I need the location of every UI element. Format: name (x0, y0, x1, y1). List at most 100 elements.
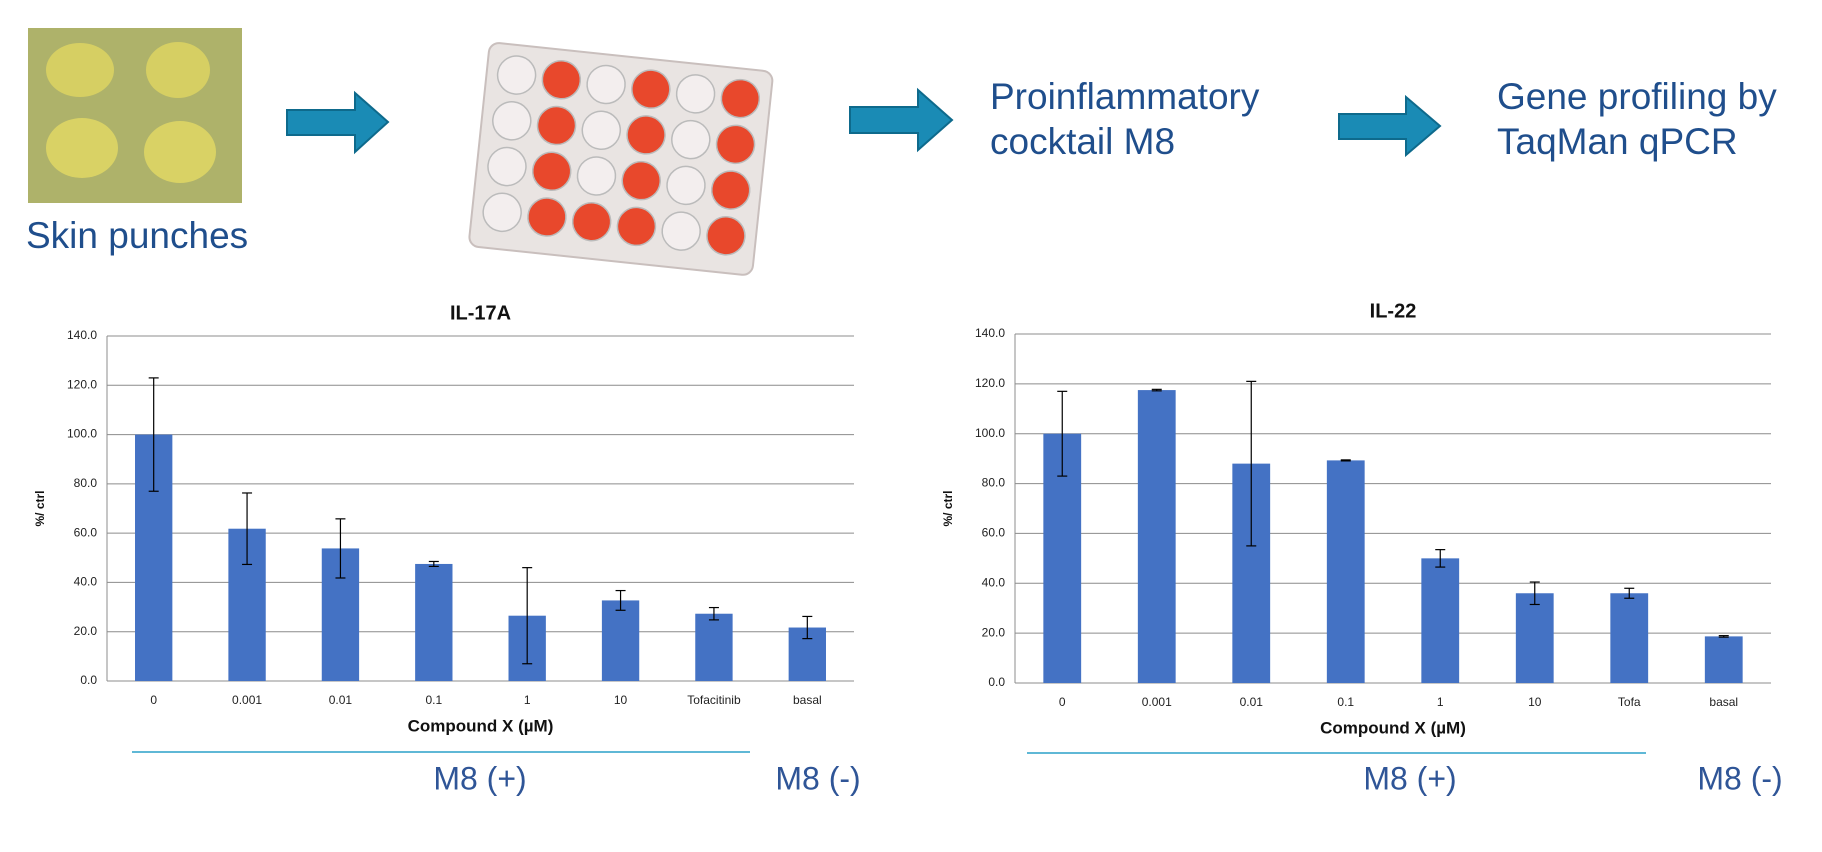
y-tick-label: 80.0 (74, 476, 98, 490)
x-tick-label: 0 (150, 693, 157, 707)
y-tick-label: 20.0 (982, 625, 1006, 639)
x-tick-label: 0.001 (1142, 695, 1172, 709)
well (536, 105, 577, 146)
error-bar (1151, 388, 1162, 392)
well (571, 201, 612, 242)
x-tick-label: 0.1 (1337, 695, 1354, 709)
error-bar (1718, 635, 1729, 638)
skin-punch-image (28, 28, 242, 203)
x-axis-label: Compound X (µM) (1320, 718, 1466, 737)
bar (601, 600, 640, 681)
well (487, 146, 527, 187)
error-bar (1340, 459, 1351, 462)
bar (1515, 593, 1554, 683)
chart-title: IL-22 (1370, 300, 1417, 322)
well (675, 74, 716, 114)
x-tick-label: basal (793, 693, 822, 707)
chart-title: IL-17A (450, 302, 511, 324)
y-tick-label: 120.0 (975, 376, 1005, 390)
y-tick-label: 140.0 (67, 328, 97, 342)
arrow (849, 87, 954, 153)
well (492, 101, 532, 141)
bar (695, 613, 733, 681)
y-tick-label: 60.0 (74, 525, 98, 539)
well (531, 151, 572, 192)
x-tick-label: 1 (1437, 695, 1444, 709)
well (576, 156, 617, 196)
error-bar (1435, 549, 1446, 568)
x-tick-label: 0.1 (425, 693, 442, 707)
y-tick-label: 60.0 (982, 526, 1006, 540)
y-tick-label: 100.0 (975, 426, 1005, 440)
arrow (286, 90, 390, 155)
well (706, 216, 746, 256)
y-tick-label: 100.0 (67, 427, 97, 441)
y-tick-label: 140.0 (975, 326, 1005, 340)
y-axis-label: %/ ctrl (941, 490, 955, 526)
error-bar (802, 615, 813, 640)
group-label: M8 (-) (1697, 760, 1782, 796)
flow-label: cocktail M8 (990, 121, 1175, 162)
error-bar (1246, 380, 1257, 547)
x-tick-label: 0.001 (232, 693, 262, 707)
bar (1610, 593, 1649, 683)
error-bar (1529, 581, 1540, 606)
error-bar (242, 492, 253, 566)
error-bar (335, 518, 346, 579)
group-label: M8 (+) (433, 760, 526, 796)
bar (1326, 460, 1365, 683)
well (616, 206, 657, 247)
x-tick-label: 10 (614, 693, 628, 707)
well (541, 60, 582, 100)
well (482, 192, 522, 233)
arrow (1338, 94, 1442, 158)
y-tick-label: 40.0 (982, 575, 1006, 589)
well (715, 124, 756, 165)
well (666, 165, 706, 206)
error-bar (615, 589, 626, 611)
x-tick-label: basal (1709, 695, 1738, 709)
well-plate-image (468, 42, 774, 276)
error-bar (148, 377, 159, 492)
error-bar (1057, 390, 1068, 477)
flow-label: TaqMan qPCR (1497, 121, 1738, 162)
bar (1704, 636, 1743, 683)
y-tick-label: 80.0 (982, 476, 1006, 490)
well (661, 211, 701, 251)
well (710, 170, 751, 210)
flow-label: Gene profiling by (1497, 76, 1777, 117)
x-tick-label: 10 (1528, 695, 1542, 709)
bar (1137, 390, 1176, 683)
error-bar (708, 606, 719, 621)
y-tick-label: 20.0 (74, 624, 98, 638)
x-tick-label: 0.01 (1240, 695, 1264, 709)
group-label: M8 (+) (1363, 760, 1456, 796)
flow-label: Skin punches (26, 215, 248, 256)
x-axis-label: Compound X (µM) (408, 716, 554, 735)
y-tick-label: 0.0 (80, 673, 97, 687)
well (631, 69, 671, 109)
well (720, 78, 761, 119)
y-tick-label: 120.0 (67, 377, 97, 391)
x-tick-label: 0 (1059, 695, 1066, 709)
x-tick-label: 0.01 (329, 693, 353, 707)
well (581, 110, 622, 150)
x-tick-label: 1 (524, 693, 531, 707)
flow-label: Proinflammatory (990, 76, 1260, 117)
well (527, 197, 567, 237)
bar (1421, 558, 1460, 683)
group-label: M8 (-) (775, 760, 860, 796)
well (671, 119, 711, 160)
y-tick-label: 40.0 (74, 575, 98, 589)
error-bar (1624, 587, 1635, 599)
y-tick-label: 0.0 (988, 675, 1005, 689)
well (621, 160, 661, 201)
error-bar (428, 560, 439, 568)
well (586, 64, 626, 105)
well (496, 55, 537, 95)
x-tick-label: Tofacitinib (687, 693, 741, 707)
y-axis-label: %/ ctrl (33, 490, 47, 526)
bar (415, 563, 453, 681)
well (626, 115, 666, 155)
